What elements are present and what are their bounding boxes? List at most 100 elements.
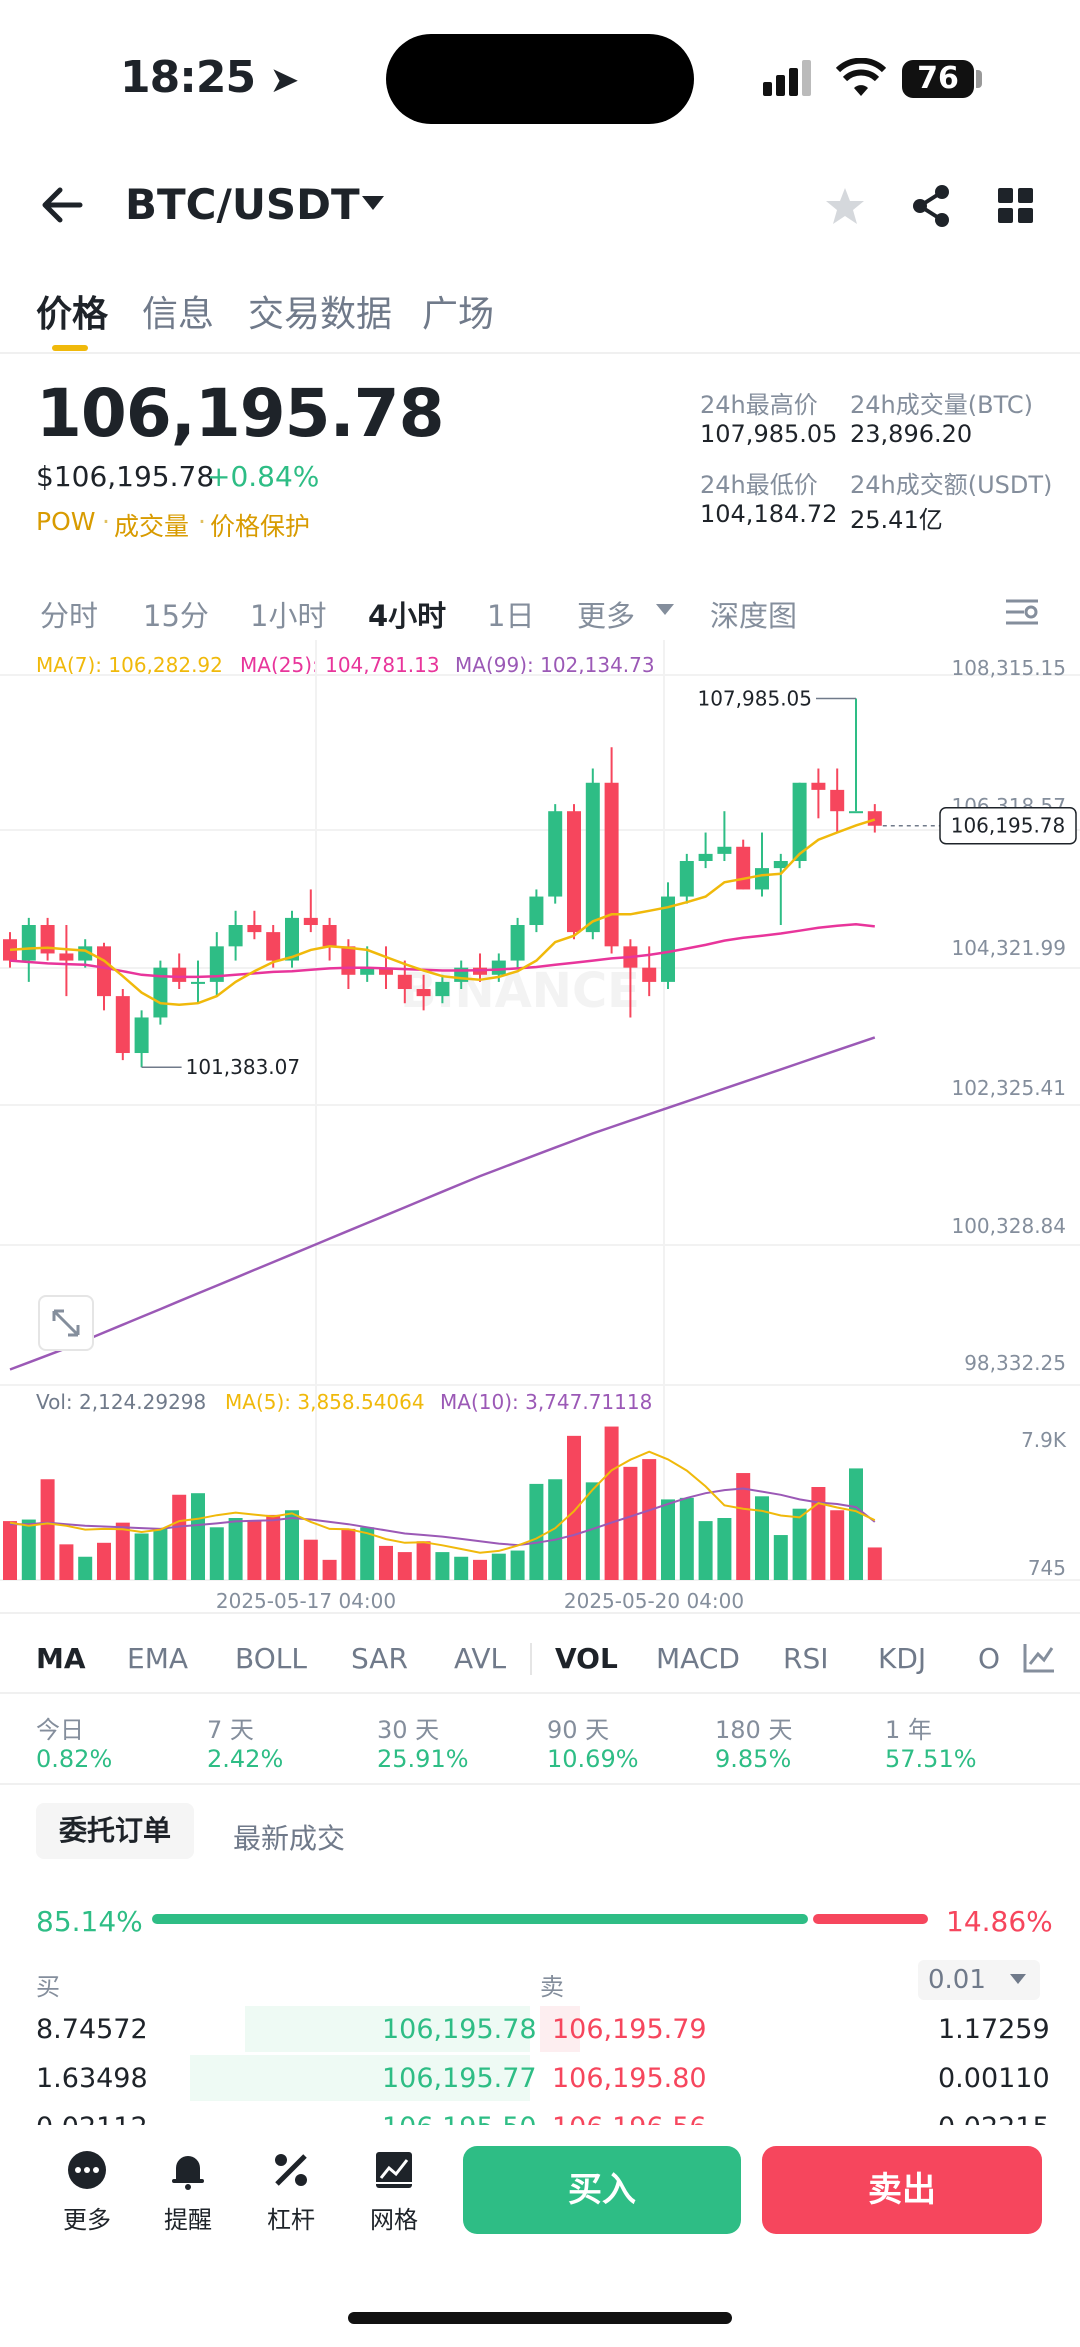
volume-bar [153, 1528, 168, 1580]
leverage-icon[interactable] [271, 2150, 311, 2190]
candle-body [59, 953, 74, 961]
candle-body [21, 925, 36, 961]
interval-4h[interactable]: 4小时 [368, 599, 447, 633]
x-tick-label: 2025-05-20 04:00 [564, 1589, 744, 1613]
perf-7d-value: 2.42% [207, 1745, 284, 1773]
bell-icon[interactable] [168, 2150, 208, 2190]
ask-depth-bar [540, 2006, 580, 2052]
toolbar-alert-label[interactable]: 提醒 [164, 2206, 212, 2234]
buy-column-label: 买 [36, 1973, 60, 2001]
home-indicator[interactable] [348, 2312, 732, 2324]
volume-bar [191, 1493, 205, 1580]
stat-vol-btc-value: 23,896.20 [850, 420, 973, 448]
chart-settings-icon[interactable] [1004, 597, 1040, 627]
interval-15m[interactable]: 15分 [143, 599, 209, 633]
indicator-avl[interactable]: AVL [454, 1642, 507, 1675]
tag-volume[interactable]: 成交量 [114, 512, 190, 541]
orderbook-row[interactable]: 1.63498 106,195.77 106,195.80 0.00110 [0, 2055, 1080, 2101]
status-time: 18:25 ➤ [120, 52, 300, 103]
candle-body [510, 925, 525, 961]
tab-price[interactable]: 价格 [36, 294, 109, 335]
candle-body [585, 782, 600, 933]
stat-high-value: 107,985.05 [700, 420, 838, 448]
tab-square[interactable]: 广场 [422, 294, 495, 335]
buy-ratio-bar [152, 1914, 808, 1924]
pair-title[interactable]: BTC/USDT [125, 180, 360, 229]
ma25-line [9, 923, 875, 979]
indicator-kdj[interactable]: KDJ [878, 1642, 927, 1675]
tag-pow[interactable]: POW [36, 507, 96, 536]
grid-menu-icon[interactable] [998, 188, 1034, 224]
stat-vol-btc-label: 24h成交量(BTC) [850, 391, 1033, 419]
volume-bar [454, 1556, 469, 1580]
indicator-ema[interactable]: EMA [127, 1642, 189, 1675]
tab-recent-trades[interactable]: 最新成交 [233, 1822, 346, 1855]
candle-body [40, 925, 55, 954]
volume-bar [623, 1466, 638, 1580]
candle-body [191, 981, 205, 984]
indicator-boll[interactable]: BOLL [235, 1642, 307, 1675]
interval-1h[interactable]: 1小时 [250, 599, 327, 633]
vol-legend: Vol: 2,124.29298 [36, 1390, 207, 1414]
indicator-ma[interactable]: MA [36, 1642, 86, 1675]
volume-bar [849, 1468, 863, 1580]
back-arrow-icon[interactable] [40, 185, 84, 225]
candle-body [717, 846, 732, 854]
indicator-more[interactable]: O [978, 1642, 1001, 1675]
ask-price: 106,195.80 [552, 2063, 707, 2094]
toolbar-grid-label[interactable]: 网格 [370, 2206, 418, 2234]
candle-body [172, 967, 187, 982]
current-price-box [939, 806, 1077, 845]
orderbook-row[interactable]: 8.74572 106,195.78 106,195.79 1.17259 [0, 2006, 1080, 2052]
price-chart[interactable]: BINANCE108,315.15106,318.57104,321.99102… [0, 640, 1080, 1640]
candle-body [153, 967, 168, 1018]
precision-select[interactable]: 0.01 [918, 1960, 1040, 2000]
candle-body [97, 946, 111, 997]
y-tick-label: 100,328.84 [951, 1214, 1066, 1238]
share-icon[interactable] [910, 184, 952, 228]
candle-body [209, 946, 224, 982]
fullscreen-button[interactable] [38, 1295, 94, 1351]
sell-ratio-bar [813, 1914, 928, 1924]
sell-button[interactable]: 卖出 [762, 2146, 1042, 2234]
candle-body [134, 1017, 149, 1054]
candle-body [115, 996, 130, 1054]
high-price-label: 107,985.05 [697, 686, 812, 710]
expand-icon [52, 1309, 80, 1337]
tab-info[interactable]: 信息 [142, 294, 215, 335]
bid-depth-bar [190, 2055, 530, 2101]
interval-time[interactable]: 分时 [40, 599, 99, 633]
tab-trading-data[interactable]: 交易数据 [248, 294, 393, 335]
bid-quantity: 8.74572 [36, 2014, 148, 2045]
toolbar-more-label[interactable]: 更多 [63, 2206, 111, 2234]
x-tick-label: 2025-05-17 04:00 [216, 1589, 396, 1613]
more-dots-icon[interactable] [67, 2150, 107, 2190]
perf-7d-label: 7 天 [207, 1716, 254, 1744]
interval-1d[interactable]: 1日 [487, 599, 535, 633]
ma99-legend: MA(99): 102,134.73 [455, 653, 655, 677]
indicator-settings-icon[interactable] [1022, 1642, 1056, 1674]
volume-bar [360, 1527, 375, 1580]
toolbar-leverage-label[interactable]: 杠杆 [267, 2206, 315, 2234]
candle-body [285, 917, 299, 961]
volume-bar [416, 1541, 431, 1580]
buy-button[interactable]: 买入 [463, 2146, 741, 2234]
grid-trading-icon[interactable] [374, 2150, 414, 2190]
perf-180d-value: 9.85% [715, 1745, 792, 1773]
sell-column-label: 卖 [540, 1973, 564, 2001]
tab-order-book[interactable]: 委托订单 [36, 1803, 194, 1859]
favorite-star-icon[interactable] [824, 186, 866, 226]
indicator-rsi[interactable]: RSI [783, 1642, 829, 1675]
indicator-vol[interactable]: VOL [555, 1642, 618, 1675]
candle-body [755, 868, 769, 890]
interval-depth[interactable]: 深度图 [710, 599, 798, 633]
indicator-macd[interactable]: MACD [656, 1642, 740, 1675]
volume-bar [473, 1559, 487, 1580]
pair-dropdown-icon[interactable] [362, 196, 384, 212]
more-dropdown-icon[interactable] [656, 604, 674, 616]
candle-body [228, 925, 243, 947]
interval-more[interactable]: 更多 [577, 599, 636, 633]
tag-price-protection[interactable]: 价格保护 [210, 512, 311, 541]
indicator-sar[interactable]: SAR [351, 1642, 408, 1675]
precision-value: 0.01 [928, 1965, 986, 1995]
